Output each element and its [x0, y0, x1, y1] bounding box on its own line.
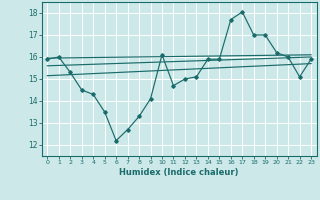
X-axis label: Humidex (Indice chaleur): Humidex (Indice chaleur) — [119, 168, 239, 177]
